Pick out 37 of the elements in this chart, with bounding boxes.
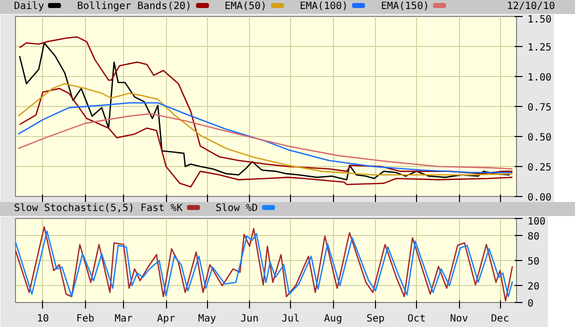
line-series: [18, 88, 514, 188]
x-tick-label: 10: [36, 314, 49, 324]
y-tick-label: 20: [528, 282, 540, 293]
y-tick-label: 0: [528, 298, 534, 310]
line-series: [18, 102, 514, 174]
x-tick-label: Jul: [282, 314, 300, 324]
x-tick-label: Dec: [491, 314, 510, 324]
x-tick-label: Mar: [114, 314, 133, 324]
line-series: [18, 83, 514, 176]
x-tick-label: Jun: [240, 314, 259, 324]
legend-label: EMA(150): [380, 1, 430, 12]
y-tick-label: 100: [528, 216, 546, 228]
y-tick-label: 50: [528, 256, 540, 268]
x-tick-label: Aug: [324, 314, 342, 324]
y-tick-label: 0.50: [528, 132, 552, 144]
y-tick-label: 1.00: [528, 72, 552, 84]
legend-label: Daily: [14, 1, 44, 12]
chart-title: Slow Stochastic(5,5): [14, 203, 134, 214]
y-tick-label: 0.25: [528, 162, 552, 174]
legend-label: EMA(100): [300, 1, 348, 12]
legend-label: EMA(50): [224, 1, 267, 12]
y-tick-label: 80: [528, 231, 540, 242]
y-tick-label: 1.25: [528, 42, 552, 54]
legend-label: Slow %D: [216, 203, 258, 214]
x-tick-label: Sep: [366, 314, 385, 324]
y-tick-label: 0.75: [528, 102, 552, 114]
text: 12/10/10: [506, 0, 555, 14]
x-tick-label: Apr: [157, 314, 176, 324]
x-tick-label: Feb: [76, 314, 94, 324]
y-tick-label: 0.00: [528, 192, 552, 204]
x-tick-label: May: [198, 314, 216, 324]
legend-label: Fast %K: [140, 203, 183, 214]
y-tick-label: 1.50: [528, 14, 552, 26]
x-tick-label: Oct: [408, 314, 426, 324]
line-series: [18, 113, 514, 170]
x-tick-label: Nov: [450, 314, 468, 324]
legend-label: Bollinger Bands(20): [77, 1, 192, 12]
